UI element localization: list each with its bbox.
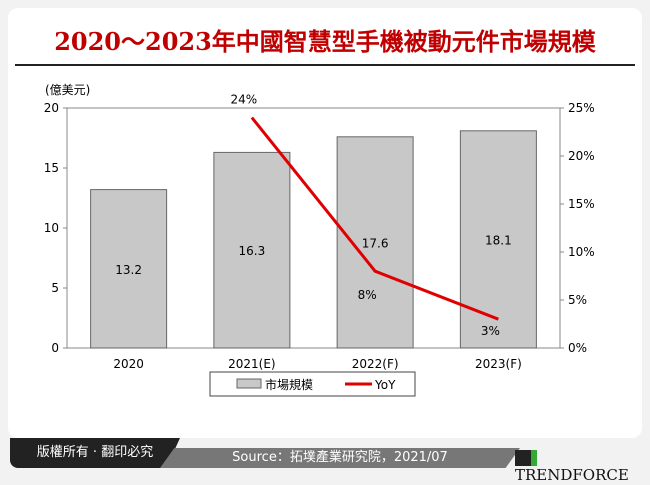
y-axis-label: (億美元) — [45, 83, 90, 97]
legend-label-line: YoY — [374, 378, 396, 392]
y-tick-label: 10 — [44, 221, 59, 235]
x-tick-label: 2021(E) — [228, 357, 275, 371]
yoy-value-label: 8% — [358, 288, 377, 302]
y2-tick-label: 20% — [568, 149, 595, 163]
x-tick-label: 2020 — [113, 357, 144, 371]
y-tick-label: 5 — [51, 281, 59, 295]
bar-value-label: 17.6 — [362, 236, 389, 250]
bar — [336, 136, 414, 349]
trendforce-logo: TRENDFORCE — [515, 448, 650, 484]
source-note: Source：拓墣產業研究院，2021/07 — [160, 448, 520, 468]
bar-value-label: 16.3 — [239, 244, 266, 258]
legend-swatch-bar — [236, 378, 262, 389]
legend-label-bar: 市場規模 — [265, 377, 313, 392]
chart-title: 2020～2023年中國智慧型手機被動元件市場規模 — [54, 27, 596, 56]
bar — [90, 189, 168, 349]
y2-tick-label: 5% — [568, 293, 587, 307]
yoy-line — [250, 116, 499, 321]
bar — [459, 130, 537, 349]
yoy-value-label: 24% — [231, 93, 258, 107]
y-tick-label: 15 — [44, 161, 59, 175]
copyright-notice: 版權所有 · 翻印必究 — [10, 438, 180, 468]
y2-tick-label: 0% — [568, 341, 587, 355]
y2-tick-label: 10% — [568, 245, 595, 259]
y2-tick-label: 15% — [568, 197, 595, 211]
logo-icon — [515, 450, 537, 466]
x-tick-label: 2022(F) — [352, 357, 399, 371]
bar-value-label: 13.2 — [115, 263, 142, 277]
y-tick-label: 20 — [44, 101, 59, 115]
bar-value-label: 18.1 — [485, 233, 512, 247]
title-divider — [15, 64, 635, 66]
y2-tick-label: 25% — [568, 101, 595, 115]
y-tick-label: 0 — [51, 341, 59, 355]
bar — [213, 151, 291, 349]
x-tick-label: 2023(F) — [475, 357, 522, 371]
yoy-value-label: 3% — [481, 324, 500, 338]
